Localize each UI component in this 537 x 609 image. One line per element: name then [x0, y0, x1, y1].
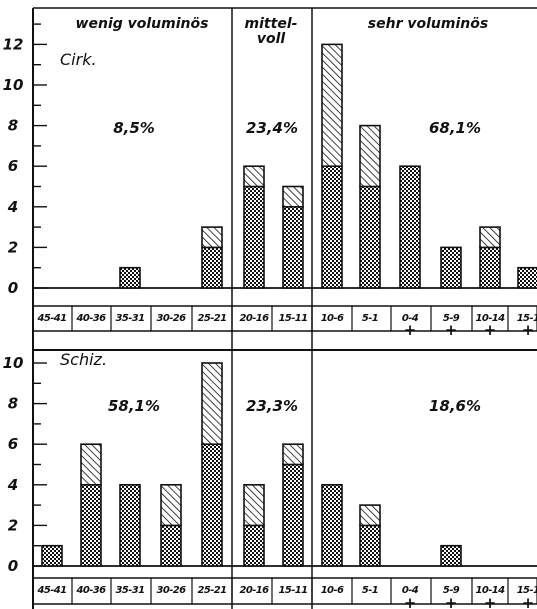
bar-segment-hatched [201, 226, 223, 249]
x-tick-label: 15-1 [517, 313, 537, 324]
bar-segment-dotted [282, 206, 304, 289]
panel-label: Schiz. [60, 350, 107, 369]
bar-segment-hatched [243, 483, 265, 527]
x-tick-label: 10-6 [321, 313, 344, 324]
x-tick-label: 5-9 [443, 585, 460, 596]
panel-label: Cirk. [60, 50, 97, 69]
bar-segment-hatched [282, 443, 304, 466]
x-tick-mark: + [522, 594, 535, 609]
bar-segment-hatched [243, 165, 265, 188]
x-tick-label: 45-41 [37, 313, 67, 324]
group-percent-label: 23,3% [246, 397, 298, 415]
bar-segment-hatched [80, 443, 102, 486]
x-tick-mark: + [404, 321, 417, 339]
bar-segment-hatched [359, 124, 381, 188]
group-percent-label: 68,1% [429, 119, 481, 137]
bar-segment-dotted [119, 266, 141, 289]
y-tick-label: 10 [3, 354, 24, 372]
bar-segment-hatched [201, 362, 223, 445]
y-tick-label: 2 [8, 516, 18, 534]
bar-segment-hatched [160, 483, 182, 527]
bar-segment-hatched [321, 43, 343, 168]
bar-segment-dotted [321, 483, 343, 567]
y-tick-label: 4 [7, 198, 18, 216]
bar-segment-dotted [517, 266, 537, 289]
x-tick-label: 15-1 [517, 585, 537, 596]
x-tick-label: 15-11 [279, 585, 308, 596]
bar-segment-dotted [359, 185, 381, 289]
x-tick-label: 40-36 [76, 313, 107, 324]
x-tick-mark: + [445, 321, 458, 339]
x-tick-mark: + [445, 594, 458, 609]
x-tick-label: 30-26 [157, 313, 187, 324]
y-tick-label: 12 [3, 35, 24, 53]
x-tick-label: 10-14 [476, 313, 506, 324]
x-tick-mark: + [484, 594, 497, 609]
group-percent-label: 8,5% [113, 119, 155, 137]
y-tick-label: 4 [7, 476, 18, 494]
x-tick-label: 40-36 [76, 585, 107, 596]
x-tick-label: 35-31 [116, 313, 145, 324]
x-tick-label: 20-16 [240, 585, 270, 596]
bar-segment-hatched [359, 504, 381, 527]
x-tick-label: 30-26 [157, 585, 187, 596]
bar-segment-dotted [41, 544, 63, 567]
x-tick-label: 15-11 [279, 313, 308, 324]
bar-segment-dotted [359, 524, 381, 567]
bar-segment-dotted [243, 185, 265, 289]
y-tick-label: 8 [8, 395, 18, 413]
group-percent-label: 18,6% [429, 397, 481, 415]
bar-segment-dotted [440, 246, 462, 289]
bar-segment-hatched [479, 226, 501, 249]
x-tick-label: 0-4 [402, 313, 419, 324]
x-tick-label: 5-1 [362, 313, 378, 324]
bar-segment-dotted [321, 165, 343, 289]
x-tick-label: 0-4 [402, 585, 419, 596]
bar-segment-dotted [160, 524, 182, 567]
y-tick-label: 6 [8, 435, 18, 453]
x-tick-mark: + [522, 321, 535, 339]
bar-segment-dotted [80, 483, 102, 567]
group-percent-label: 23,4% [246, 119, 298, 137]
y-tick-label: 6 [8, 157, 18, 175]
x-tick-label: 20-16 [240, 313, 270, 324]
y-tick-label: 10 [3, 76, 24, 94]
bar-segment-dotted [201, 246, 223, 289]
bar-segment-dotted [243, 524, 265, 567]
group-label: wenig voluminös [76, 16, 209, 32]
bar-segment-dotted [399, 165, 421, 289]
group-percent-label: 58,1% [108, 397, 160, 415]
x-tick-label: 25-21 [198, 313, 227, 324]
bar-segment-dotted [440, 544, 462, 567]
x-tick-label: 10-14 [476, 585, 506, 596]
group-label: sehr voluminös [368, 16, 488, 32]
group-label: voll [257, 31, 286, 47]
group-label: mittel- [245, 16, 298, 32]
bar-segment-dotted [479, 246, 501, 289]
x-tick-label: 10-6 [321, 585, 344, 596]
y-tick-label: 8 [8, 117, 18, 135]
bar-segment-dotted [201, 443, 223, 567]
y-tick-label: 0 [8, 279, 18, 297]
x-tick-mark: + [484, 321, 497, 339]
bar-segment-hatched [282, 185, 304, 208]
x-tick-label: 5-9 [443, 313, 460, 324]
y-tick-label: 0 [8, 557, 18, 575]
x-tick-label: 35-31 [116, 585, 145, 596]
x-tick-label: 5-1 [362, 585, 378, 596]
x-tick-label: 45-41 [37, 585, 67, 596]
x-tick-label: 25-21 [198, 585, 227, 596]
x-tick-mark: + [404, 594, 417, 609]
y-tick-label: 2 [8, 238, 18, 256]
bar-segment-dotted [119, 483, 141, 567]
bar-segment-dotted [282, 463, 304, 567]
